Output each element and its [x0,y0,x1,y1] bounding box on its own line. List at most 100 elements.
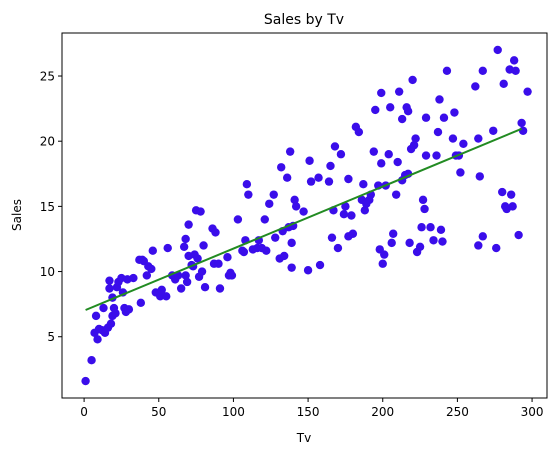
scatter-point [262,246,271,255]
chart-title: Sales by Tv [264,12,344,28]
y-tick-label: 10 [40,265,55,279]
scatter-point [326,161,335,171]
scatter-point [271,233,280,242]
scatter-point [387,238,396,248]
scatter-point [260,215,269,224]
scatter-point [393,157,402,167]
scatter-point [239,247,249,257]
x-tick-label: 150 [297,405,320,419]
scatter-point [498,187,507,197]
scatter-point [176,284,186,293]
scatter-point [417,223,426,232]
scatter-point [277,163,286,172]
scatter-point [432,151,441,160]
scatter-point [433,127,443,137]
scatter-point [181,271,190,280]
y-tick-label: 20 [40,135,55,149]
scatter-point [196,207,205,216]
y-tick-label: 25 [40,70,55,84]
scatter-point [327,233,337,242]
scatter-point [344,174,353,184]
x-axis-label: Tv [296,431,311,445]
scatter-point [214,259,223,268]
scatter-point [405,238,414,248]
scatter-point [215,284,225,293]
scatter-point [285,147,295,156]
x-tick-label: 0 [80,405,88,419]
scatter-point [415,242,425,251]
scatter-point [378,259,387,268]
scatter-point [339,210,349,219]
scatter-point [303,266,313,275]
scatter-point [438,237,447,246]
scatter-point [181,234,190,244]
scatter-point [306,177,316,186]
scatter-point [478,232,487,241]
scatter-point [81,376,90,386]
scatter-point [156,292,165,301]
scatter-point [499,79,508,89]
scatter-point [408,75,417,85]
scatter-point [421,113,431,122]
scatter-point [409,140,419,150]
scatter-point [377,159,386,168]
scatter-point [429,236,438,245]
scatter-point [163,243,172,253]
x-tick-label: 100 [222,405,245,419]
scatter-point [184,220,193,229]
scatter-point [359,180,368,189]
scatter-point [244,190,253,199]
scatter-point [129,273,138,283]
scatter-point [148,246,157,255]
scatter-point [193,254,202,263]
scatter-point [391,190,401,199]
scatter-point [450,108,459,117]
regression-line-segment [85,127,523,311]
scatter-point [377,88,386,98]
scatter-point [291,202,301,211]
scatter-point [314,173,323,182]
scatter-point [290,195,299,205]
y-tick-label: 5 [47,330,55,344]
scatter-point [523,87,532,96]
scatter-point [478,66,487,76]
scatter-point [474,134,483,143]
scatter-point [371,105,380,115]
y-axis-ticks: 5 10 15 20 25 [40,70,62,344]
scatter-point [517,118,526,128]
scatter-point [315,260,325,270]
x-axis-ticks: 0 50 100 150 200 250 300 [80,398,544,419]
x-tick-label: 250 [446,405,469,419]
scatter-point [475,172,484,181]
scatter-point [442,66,452,76]
scatter-point [269,190,278,199]
x-tick-label: 50 [151,405,166,419]
scatter-point [242,180,252,189]
scatter-point [105,276,114,285]
regression-line [85,127,523,311]
scatter-point [518,126,528,135]
scatter-point [511,66,520,76]
scatter-point [287,238,296,248]
scatter-point [420,204,429,214]
scatter-point [93,335,102,344]
scatter-point [509,56,519,65]
scatter-point [136,298,146,308]
scatter-point [508,202,517,211]
scatter-point [492,243,501,253]
scatter-point [418,195,428,205]
scatter-point [514,230,523,240]
scatter-point [389,229,398,238]
scatter-point [354,127,364,137]
scatter-point [179,242,189,251]
scatter-point [147,264,156,274]
scatter-point [124,305,134,314]
scatter-point [435,95,444,104]
scatter-point [336,150,346,159]
scatter-point [99,303,108,313]
scatter-point [506,190,516,199]
scatter-point [91,311,101,321]
scatter-point [330,142,340,151]
scatter-point [197,267,207,276]
